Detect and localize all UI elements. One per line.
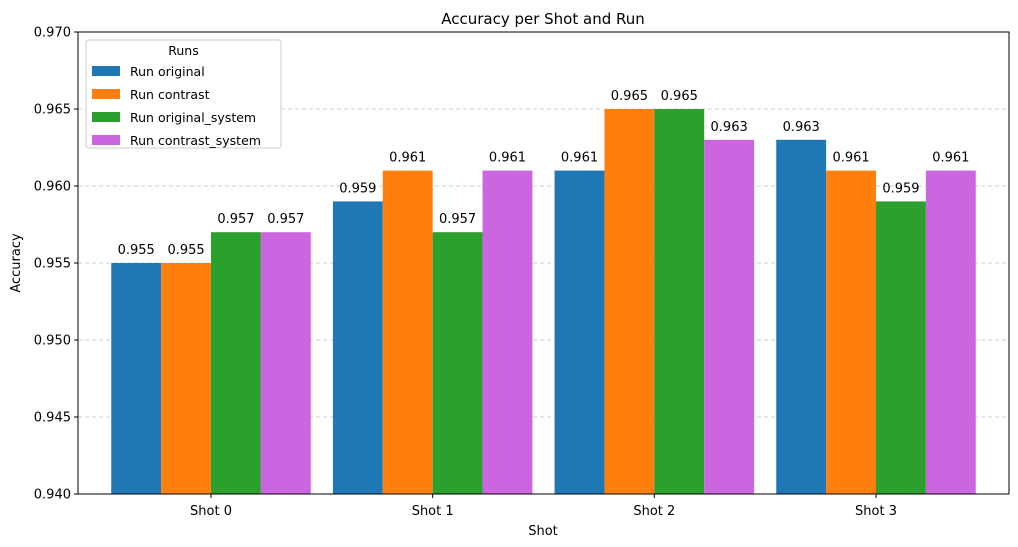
bar <box>776 139 827 495</box>
bar-value-label: 0.957 <box>217 212 254 227</box>
bar-value-label: 0.957 <box>267 212 304 227</box>
legend-box <box>85 39 282 149</box>
x-axis-ticks: Shot 0 Shot 1 Shot 2 Shot 3 <box>190 494 897 519</box>
legend-item-label: Run original_system <box>130 110 256 125</box>
bar-value-label: 0.957 <box>439 212 476 227</box>
bar-value-label: 0.961 <box>832 151 869 166</box>
bar-value-label: 0.955 <box>167 243 204 258</box>
y-tick-label: 0.940 <box>34 488 71 503</box>
bar-value-label: 0.963 <box>711 120 748 135</box>
y-tick-label: 0.970 <box>34 26 71 41</box>
bars <box>111 109 976 495</box>
y-tick-label: 0.965 <box>34 103 71 118</box>
bar-value-label: 0.961 <box>389 151 426 166</box>
legend-swatch <box>92 112 120 122</box>
chart-title: Accuracy per Shot and Run <box>441 10 645 28</box>
legend: Runs Run original Run contrast Run original… <box>85 39 282 149</box>
x-tick-label: Shot 2 <box>633 504 675 519</box>
legend-swatch <box>92 89 120 99</box>
bar <box>111 263 162 494</box>
bar <box>211 232 261 494</box>
bar <box>604 109 655 494</box>
bar-value-label: 0.961 <box>561 151 598 166</box>
bar-value-label: 0.961 <box>932 151 969 166</box>
bar <box>554 170 605 494</box>
bar-value-label: 0.961 <box>489 151 526 166</box>
y-tick-label: 0.955 <box>34 257 71 272</box>
bar <box>332 201 383 494</box>
x-axis-label: Shot <box>528 524 558 539</box>
legend-swatch <box>92 135 120 145</box>
bar-value-label: 0.965 <box>611 89 648 104</box>
bar <box>161 263 211 494</box>
bar <box>382 170 433 494</box>
legend-item-label: Run contrast <box>130 87 210 102</box>
y-tick-label: 0.960 <box>34 180 71 195</box>
bar-value-label: 0.959 <box>882 181 919 196</box>
bar <box>704 139 755 495</box>
bar <box>925 170 976 494</box>
legend-item-label: Run original <box>130 64 205 79</box>
y-axis-label: Accuracy <box>9 233 24 293</box>
bar <box>876 201 926 494</box>
legend-item-label: Run contrast_system <box>130 133 261 148</box>
legend-swatch <box>92 66 120 76</box>
bar-value-label: 0.955 <box>118 243 155 258</box>
bar <box>432 232 483 494</box>
y-tick-label: 0.945 <box>34 411 71 426</box>
x-tick-label: Shot 1 <box>412 504 454 519</box>
x-tick-label: Shot 0 <box>190 504 232 519</box>
y-axis-ticks: 0.940 0.945 0.950 0.955 0.960 0.965 0.970 <box>34 26 78 503</box>
bar <box>826 170 876 494</box>
legend-title: Runs <box>168 43 198 58</box>
y-tick-label: 0.950 <box>34 334 71 349</box>
bar <box>260 232 311 494</box>
bar-value-label: 0.965 <box>661 89 698 104</box>
data-labels: 0.955 0.955 0.957 0.957 0.959 0.961 0.957 0.961… <box>118 89 970 258</box>
bar-value-label: 0.963 <box>783 120 820 135</box>
bar <box>654 109 705 494</box>
bar-value-label: 0.959 <box>339 181 376 196</box>
x-tick-label: Shot 3 <box>855 504 897 519</box>
bar <box>482 170 533 494</box>
